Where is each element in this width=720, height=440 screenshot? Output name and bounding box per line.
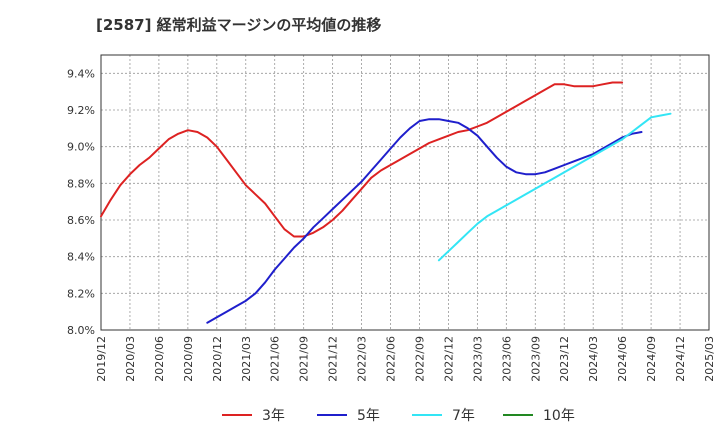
legend-label-1: 3年	[262, 408, 285, 424]
legend-label-3: 7年	[452, 408, 475, 424]
series-line-3	[437, 112, 672, 262]
x-axis-ticks: 2019/12 2020/03 2020/06 2020/09 2020/12 2021/…	[95, 336, 716, 382]
y-axis-ticks: 8.0% 8.2% 8.4% 8.6% 8.8% 9.0% 9.2% 9.4%	[67, 67, 95, 337]
x-tick-label: 2022/06	[385, 336, 398, 382]
y-tick-label: 8.6%	[67, 214, 95, 227]
y-tick-label: 8.4%	[67, 251, 95, 264]
x-tick-label: 2022/12	[442, 336, 455, 382]
x-tick-label: 2020/09	[182, 336, 195, 382]
x-tick-label: 2020/03	[124, 336, 137, 382]
series-line-2	[206, 118, 643, 324]
x-tick-label: 2021/12	[327, 336, 340, 382]
legend-label-4: 10年	[543, 408, 575, 424]
x-tick-label: 2024/09	[645, 336, 658, 382]
y-tick-label: 8.0%	[67, 324, 95, 337]
series-layer	[100, 81, 672, 324]
x-tick-label: 2020/12	[211, 336, 224, 382]
x-tick-label: 2023/03	[471, 336, 484, 382]
y-tick-label: 9.4%	[67, 67, 95, 80]
x-tick-label: 2023/09	[529, 336, 542, 382]
plot-border	[100, 54, 710, 331]
series-line-1	[100, 81, 624, 238]
legend: 3年 5年 7年 10年	[222, 408, 575, 424]
x-tick-label: 2022/09	[413, 336, 426, 382]
x-tick-label: 2021/06	[269, 336, 282, 382]
x-tick-label: 2021/03	[240, 336, 253, 382]
chart-title: [2587] 経常利益マージンの平均値の推移	[96, 16, 382, 34]
x-tick-label: 2024/06	[616, 336, 629, 382]
y-tick-label: 8.2%	[67, 287, 95, 300]
grid-layer	[100, 55, 710, 331]
x-tick-label: 2021/09	[298, 336, 311, 382]
y-tick-label: 9.2%	[67, 104, 95, 117]
x-tick-label: 2025/03	[703, 336, 716, 382]
x-tick-label: 2024/03	[587, 336, 600, 382]
x-tick-label: 2024/12	[674, 336, 687, 382]
x-tick-label: 2023/06	[500, 336, 513, 382]
x-tick-label: 2019/12	[95, 336, 108, 382]
plot-frame	[100, 54, 710, 331]
y-tick-label: 8.8%	[67, 177, 95, 190]
legend-label-2: 5年	[357, 408, 380, 424]
x-tick-label: 2020/06	[153, 336, 166, 382]
x-tick-label: 2023/12	[558, 336, 571, 382]
x-tick-label: 2022/03	[356, 336, 369, 382]
y-tick-label: 9.0%	[67, 141, 95, 154]
